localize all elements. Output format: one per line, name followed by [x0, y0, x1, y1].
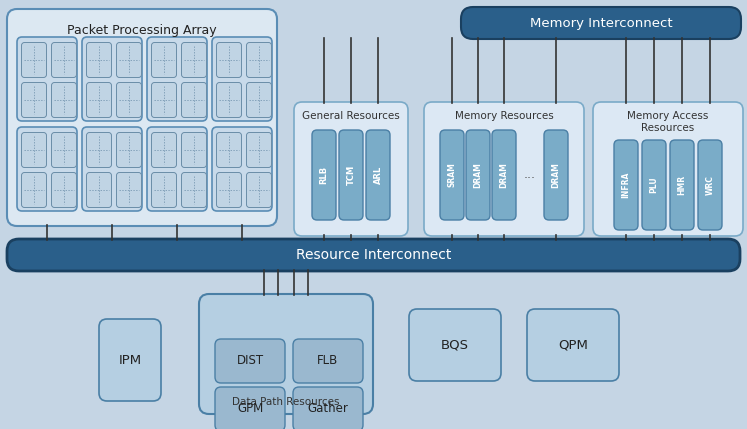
FancyBboxPatch shape [117, 172, 141, 208]
FancyBboxPatch shape [215, 387, 285, 429]
FancyBboxPatch shape [87, 172, 111, 208]
Text: HMR: HMR [678, 175, 686, 195]
FancyBboxPatch shape [366, 130, 390, 220]
FancyBboxPatch shape [212, 127, 272, 211]
Text: Memory Resources: Memory Resources [455, 111, 554, 121]
Text: General Resources: General Resources [302, 111, 400, 121]
FancyBboxPatch shape [17, 37, 77, 121]
FancyBboxPatch shape [670, 140, 694, 230]
FancyBboxPatch shape [217, 172, 241, 208]
Text: SRAM: SRAM [447, 163, 456, 187]
FancyBboxPatch shape [440, 130, 464, 220]
Text: DRAM: DRAM [551, 162, 560, 188]
FancyBboxPatch shape [614, 140, 638, 230]
FancyBboxPatch shape [293, 339, 363, 383]
FancyBboxPatch shape [22, 82, 46, 118]
FancyBboxPatch shape [527, 309, 619, 381]
Text: GPM: GPM [237, 402, 263, 416]
Text: DRAM: DRAM [474, 162, 483, 188]
FancyBboxPatch shape [212, 37, 272, 121]
FancyBboxPatch shape [152, 82, 176, 118]
FancyBboxPatch shape [87, 82, 111, 118]
FancyBboxPatch shape [247, 82, 271, 118]
FancyBboxPatch shape [7, 239, 740, 271]
Text: TCM: TCM [347, 165, 356, 185]
Text: ...: ... [524, 169, 536, 181]
FancyBboxPatch shape [87, 42, 111, 78]
FancyBboxPatch shape [117, 82, 141, 118]
Text: DIST: DIST [237, 354, 264, 368]
FancyBboxPatch shape [424, 102, 584, 236]
Text: Resource Interconnect: Resource Interconnect [296, 248, 451, 262]
FancyBboxPatch shape [7, 9, 277, 226]
FancyBboxPatch shape [52, 172, 76, 208]
FancyBboxPatch shape [294, 102, 408, 236]
Text: PLU: PLU [649, 177, 659, 193]
FancyBboxPatch shape [247, 172, 271, 208]
Text: INFRA: INFRA [622, 172, 630, 198]
FancyBboxPatch shape [82, 127, 142, 211]
FancyBboxPatch shape [22, 172, 46, 208]
Text: DRAM: DRAM [500, 162, 509, 188]
FancyBboxPatch shape [312, 130, 336, 220]
FancyBboxPatch shape [82, 37, 142, 121]
FancyBboxPatch shape [247, 42, 271, 78]
FancyBboxPatch shape [22, 42, 46, 78]
Text: Data Path Resources: Data Path Resources [232, 397, 340, 407]
FancyBboxPatch shape [247, 133, 271, 167]
Text: Memory Access
Resources: Memory Access Resources [627, 111, 709, 133]
Text: WRC: WRC [705, 175, 714, 195]
FancyBboxPatch shape [461, 7, 741, 39]
FancyBboxPatch shape [17, 127, 77, 211]
FancyBboxPatch shape [147, 37, 207, 121]
FancyBboxPatch shape [593, 102, 743, 236]
FancyBboxPatch shape [117, 42, 141, 78]
Text: IPM: IPM [119, 353, 142, 366]
FancyBboxPatch shape [152, 133, 176, 167]
Text: FLB: FLB [317, 354, 338, 368]
FancyBboxPatch shape [293, 387, 363, 429]
FancyBboxPatch shape [152, 172, 176, 208]
FancyBboxPatch shape [217, 42, 241, 78]
FancyBboxPatch shape [182, 172, 206, 208]
FancyBboxPatch shape [492, 130, 516, 220]
FancyBboxPatch shape [52, 82, 76, 118]
Text: RLB: RLB [320, 166, 329, 184]
FancyBboxPatch shape [147, 127, 207, 211]
FancyBboxPatch shape [217, 82, 241, 118]
FancyBboxPatch shape [642, 140, 666, 230]
FancyBboxPatch shape [182, 82, 206, 118]
FancyBboxPatch shape [698, 140, 722, 230]
FancyBboxPatch shape [152, 42, 176, 78]
FancyBboxPatch shape [217, 133, 241, 167]
FancyBboxPatch shape [215, 339, 285, 383]
FancyBboxPatch shape [544, 130, 568, 220]
FancyBboxPatch shape [99, 319, 161, 401]
Text: Memory Interconnect: Memory Interconnect [530, 16, 672, 30]
Text: Gather: Gather [308, 402, 348, 416]
Text: BQS: BQS [441, 338, 469, 351]
Text: Packet Processing Array: Packet Processing Array [67, 24, 217, 37]
FancyBboxPatch shape [22, 133, 46, 167]
FancyBboxPatch shape [52, 42, 76, 78]
FancyBboxPatch shape [182, 133, 206, 167]
FancyBboxPatch shape [339, 130, 363, 220]
FancyBboxPatch shape [199, 294, 373, 414]
FancyBboxPatch shape [409, 309, 501, 381]
FancyBboxPatch shape [117, 133, 141, 167]
FancyBboxPatch shape [52, 133, 76, 167]
FancyBboxPatch shape [466, 130, 490, 220]
FancyBboxPatch shape [87, 133, 111, 167]
Text: ARL: ARL [374, 166, 382, 184]
Text: QPM: QPM [558, 338, 588, 351]
FancyBboxPatch shape [182, 42, 206, 78]
